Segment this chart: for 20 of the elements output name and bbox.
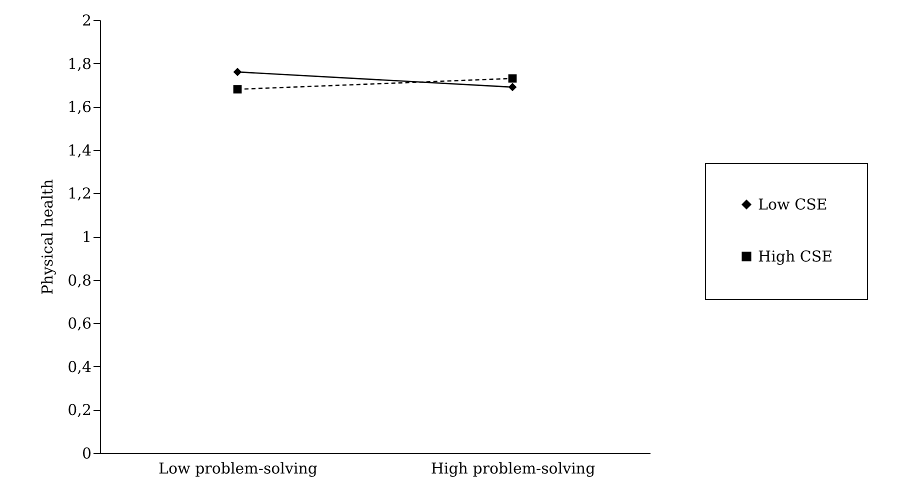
y-tick-label: 0,8 xyxy=(68,271,92,290)
y-tick-label: 0 xyxy=(82,444,92,462)
y-tick-label: 0,6 xyxy=(68,314,92,333)
point xyxy=(233,85,242,94)
y-axis-title: Physical health xyxy=(38,178,57,295)
y-tick-label: 0,2 xyxy=(68,401,92,420)
y-tick-label: 0,4 xyxy=(68,358,92,376)
point xyxy=(508,74,517,83)
point xyxy=(233,68,242,76)
x-tick-label: High problem-solving xyxy=(430,460,596,478)
y-tick-label: 1,4 xyxy=(68,141,92,160)
y-tick-label: 1,6 xyxy=(68,98,92,116)
point xyxy=(508,82,517,92)
x-tick-label: Low problem-solving xyxy=(158,460,318,478)
y-tick-label: 1,2 xyxy=(68,184,92,203)
y-tick-label: 2 xyxy=(82,12,92,30)
legend-label: High CSE xyxy=(758,248,833,266)
y-tick-label: 1 xyxy=(82,228,92,246)
legend-label: Low CSE xyxy=(758,196,828,214)
y-tick-label: 1,8 xyxy=(68,54,92,73)
